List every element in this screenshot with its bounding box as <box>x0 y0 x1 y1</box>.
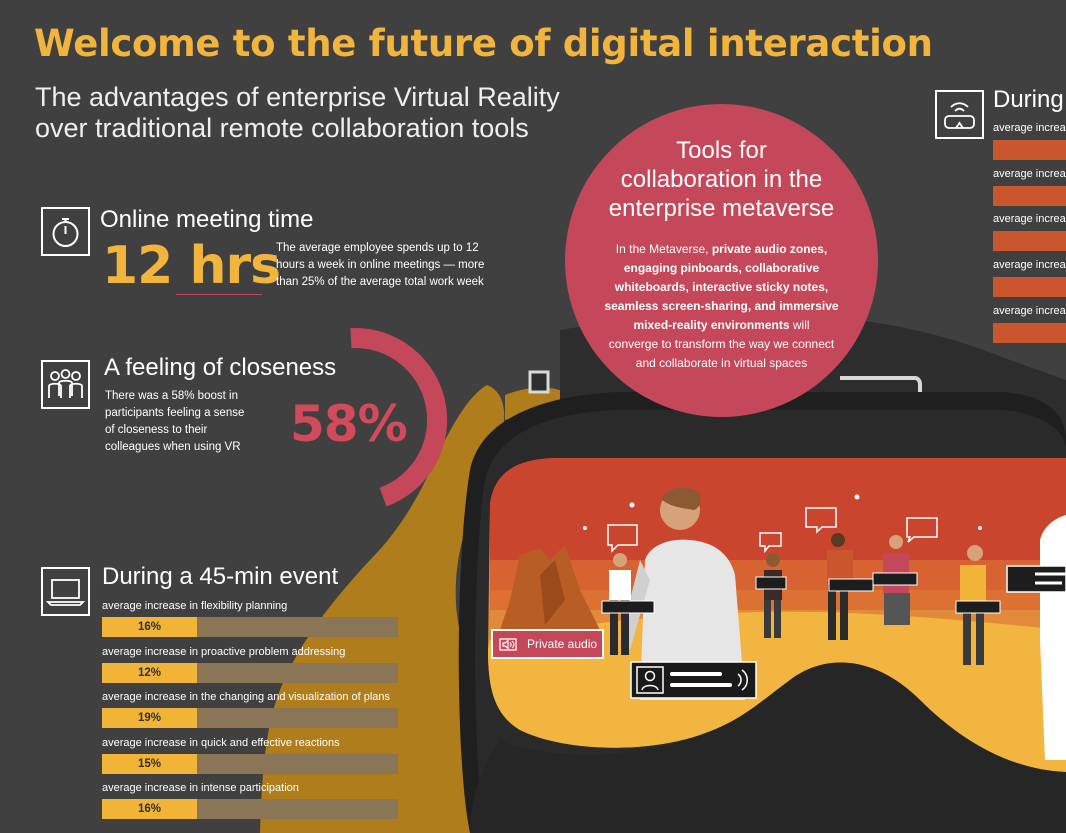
right-bar <box>993 277 1066 298</box>
tools-body-bold: engaging pinboards, collaborative <box>623 261 820 275</box>
right-bar <box>993 140 1066 160</box>
bar-fill <box>102 617 197 637</box>
tools-title-line: enterprise metaverse <box>608 195 835 222</box>
value-underline <box>176 294 262 295</box>
closeness-value: 58% <box>290 395 408 453</box>
bar-value: 19% <box>137 712 162 724</box>
description-line: participants feeling a sense <box>105 407 245 419</box>
online-meeting-value: 12 hrs <box>102 236 281 296</box>
bar-track: 16% <box>102 617 398 637</box>
speaker-icon <box>499 638 517 651</box>
tools-body-text: In the Metaverse, <box>615 242 712 256</box>
speech-bubbles <box>607 507 938 554</box>
tools-body-text: will <box>789 318 810 332</box>
event-title: During a 45-min event <box>102 563 339 590</box>
bar-track: 15% <box>102 753 398 774</box>
right-panel-title: During <box>993 86 1064 113</box>
description-line: There was a 58% boost in <box>105 390 238 402</box>
private-audio-tag: Private audio <box>491 629 604 659</box>
audio-card <box>630 661 757 699</box>
online-meeting-description: The average employee spends up to 12 hou… <box>276 240 484 291</box>
closeness-ring-arc <box>350 328 448 507</box>
tools-title: Tools for collaboration in the enterpris… <box>590 136 853 223</box>
bar-label: average increase in intense participatio… <box>102 782 299 794</box>
description-line: of closeness to their <box>105 424 208 436</box>
closeness-ring <box>350 328 448 507</box>
bar-value: 16% <box>137 621 162 633</box>
online-meeting-title: Online meeting time <box>100 206 314 233</box>
subtitle-line: over traditional remote collaboration to… <box>35 113 529 143</box>
bar-fill <box>102 799 197 819</box>
tools-body-bold: mixed-reality environments <box>633 318 790 332</box>
tools-body-bold: seamless screen-sharing, and immersive <box>604 299 839 313</box>
people-group-icon <box>41 360 90 409</box>
description-line: The average employee spends up to 12 <box>276 242 479 254</box>
tools-body-bold: whiteboards, interactive sticky notes, <box>614 280 829 294</box>
bar-fill <box>102 753 197 774</box>
bar-track: 12% <box>102 662 398 683</box>
right-bar-label: average increa <box>993 213 1066 226</box>
stopwatch-icon <box>41 207 90 256</box>
tools-circle <box>565 104 878 417</box>
tools-title-line: collaboration in the <box>620 166 823 193</box>
right-bar-label: average increa <box>993 304 1066 317</box>
tools-body-text: converge to transform the way we connect <box>608 337 835 351</box>
right-bar-label: average increa <box>993 122 1066 134</box>
right-bar-label: average increa <box>993 167 1066 180</box>
right-bar-label: average increa <box>993 259 1066 272</box>
right-bar <box>993 185 1066 206</box>
private-audio-label: Private audio <box>527 637 598 651</box>
bar-track: 16% <box>102 799 398 819</box>
page-title: Welcome to the future of digital interac… <box>34 22 933 65</box>
bar-track: 19% <box>102 708 398 728</box>
bar-fill <box>102 662 197 683</box>
laptop-icon <box>41 567 90 616</box>
description-line: hours a week in online meetings — more <box>276 259 485 271</box>
tools-title-line: Tools for <box>676 137 767 164</box>
vr-headset-icon <box>935 90 984 139</box>
subtitle-line: The advantages of enterprise Virtual Rea… <box>35 82 560 112</box>
bar-fill <box>102 708 197 728</box>
closeness-description: There was a 58% boost in participants fe… <box>105 388 244 456</box>
right-bar <box>993 231 1066 252</box>
bar-label: average increase in flexibility planning <box>102 600 288 612</box>
tools-body-text: and collaborate in virtual spaces <box>635 356 808 370</box>
bar-value: 15% <box>137 757 162 770</box>
bar-value: 12% <box>137 666 162 679</box>
closeness-title: A feeling of closeness <box>104 354 337 381</box>
tools-body: In the Metaverse, private audio zones, e… <box>590 240 853 373</box>
bar-label: average increase in the changing and vis… <box>102 691 391 703</box>
name-tags <box>601 565 1066 614</box>
description-line: than 25% of the average total work week <box>276 276 484 288</box>
page-subtitle: The advantages of enterprise Virtual Rea… <box>35 82 560 144</box>
bar-value: 16% <box>137 803 162 815</box>
bar-label: average increase in proactive problem ad… <box>102 645 346 658</box>
right-bar <box>993 322 1066 343</box>
bar-label: average increase in quick and effective … <box>102 736 340 749</box>
description-line: colleagues when using VR <box>105 441 241 453</box>
tools-body-bold: private audio zones, <box>711 242 828 256</box>
